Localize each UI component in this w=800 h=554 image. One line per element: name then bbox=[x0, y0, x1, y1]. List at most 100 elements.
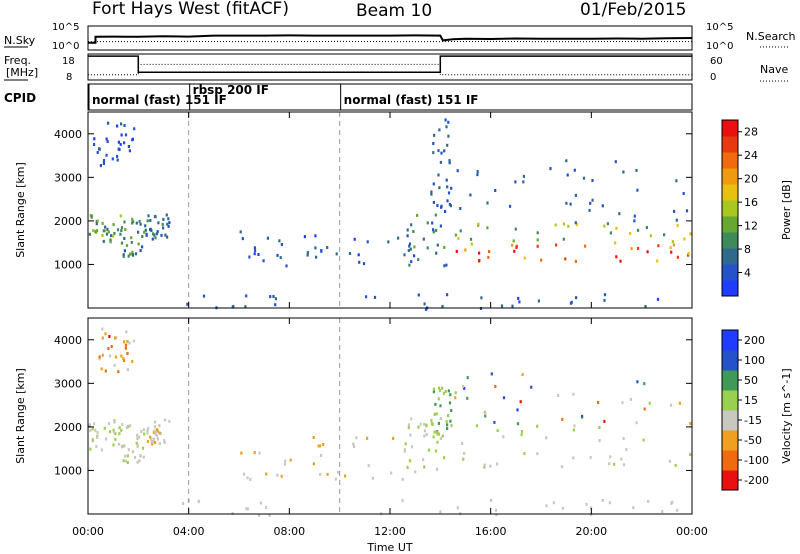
data-cell bbox=[132, 339, 136, 343]
cpid-label: CPID bbox=[4, 91, 36, 105]
data-cell bbox=[454, 233, 457, 237]
data-cell bbox=[139, 454, 142, 458]
data-cell bbox=[518, 300, 521, 304]
data-cell bbox=[95, 220, 98, 223]
data-cell bbox=[348, 252, 352, 255]
data-cell bbox=[240, 451, 243, 455]
data-cell bbox=[603, 419, 606, 423]
data-cell bbox=[422, 458, 425, 462]
power-colorbar-segment bbox=[722, 216, 738, 233]
data-cell bbox=[133, 127, 136, 131]
data-cell bbox=[448, 401, 452, 405]
data-cell bbox=[419, 422, 422, 426]
data-cell bbox=[412, 230, 415, 233]
data-cell bbox=[166, 222, 169, 226]
data-cell bbox=[522, 174, 525, 178]
data-cell bbox=[312, 436, 315, 439]
data-cell bbox=[108, 335, 111, 338]
power-panel-frame bbox=[87, 111, 693, 309]
noise-panel: N.Sky 10^5 10^0 10^5 10^0 N.Search bbox=[4, 22, 796, 52]
data-cell bbox=[387, 240, 390, 244]
data-cell bbox=[447, 414, 450, 417]
data-cell bbox=[449, 204, 452, 208]
data-cell bbox=[536, 424, 539, 428]
data-cell bbox=[159, 432, 162, 435]
data-cell bbox=[609, 455, 612, 459]
data-cell bbox=[151, 442, 154, 446]
data-cell bbox=[437, 397, 440, 401]
data-cell bbox=[162, 217, 165, 221]
data-cell bbox=[575, 223, 578, 226]
data-cell bbox=[123, 444, 126, 448]
x-tick-label-6: 00:00 bbox=[676, 525, 708, 538]
data-cell bbox=[101, 327, 104, 331]
data-cell bbox=[246, 507, 249, 511]
data-cell bbox=[573, 168, 576, 172]
data-cell bbox=[144, 224, 147, 228]
data-cell bbox=[289, 458, 292, 462]
data-cell bbox=[160, 233, 163, 237]
data-cell bbox=[436, 204, 439, 207]
data-cell bbox=[423, 434, 426, 438]
data-cell bbox=[454, 391, 457, 395]
data-cell bbox=[674, 463, 677, 467]
data-cell bbox=[584, 244, 587, 248]
data-cell bbox=[575, 296, 578, 300]
data-cell bbox=[432, 200, 435, 204]
data-cell bbox=[101, 221, 104, 225]
data-cell bbox=[457, 237, 460, 240]
power-colorbar-frame bbox=[721, 119, 739, 297]
velocity-colorbar-segment bbox=[722, 370, 738, 391]
data-cell bbox=[438, 186, 441, 190]
data-cell bbox=[483, 463, 486, 467]
data-cell bbox=[317, 444, 320, 448]
x-axis-label: Time UT bbox=[366, 541, 412, 554]
data-cell bbox=[500, 304, 504, 308]
data-cell bbox=[572, 428, 575, 432]
data-cell bbox=[118, 148, 121, 152]
data-cell bbox=[166, 235, 169, 239]
data-cell bbox=[433, 430, 436, 434]
data-cell bbox=[137, 230, 140, 234]
data-cell bbox=[417, 425, 420, 429]
data-cell bbox=[314, 234, 317, 238]
data-cell bbox=[123, 237, 126, 240]
data-cell bbox=[134, 252, 138, 256]
velocity-colorbar-frame bbox=[721, 329, 739, 491]
data-cell bbox=[536, 231, 539, 235]
data-cell bbox=[549, 167, 552, 171]
data-cell bbox=[536, 452, 539, 456]
data-cell bbox=[326, 472, 329, 476]
data-cell bbox=[436, 243, 439, 247]
data-cell bbox=[239, 230, 242, 234]
data-cell bbox=[127, 425, 130, 429]
cpid-mode-2: normal (fast) 151 IF bbox=[344, 93, 479, 107]
data-cell bbox=[670, 250, 673, 254]
data-cell bbox=[622, 437, 625, 441]
data-cell bbox=[454, 396, 457, 400]
data-cell bbox=[253, 246, 256, 250]
data-cell bbox=[186, 302, 189, 306]
data-cell bbox=[114, 437, 117, 441]
data-cell bbox=[136, 437, 139, 441]
data-cell bbox=[104, 229, 107, 233]
data-cell bbox=[520, 433, 523, 437]
power-ylabel: Slant Range [km] bbox=[14, 162, 27, 258]
data-cell bbox=[463, 451, 466, 455]
data-cell bbox=[138, 219, 141, 223]
data-cell bbox=[249, 477, 252, 481]
data-cell bbox=[574, 259, 577, 263]
freq-left-tick-top: 18 bbox=[62, 56, 75, 67]
data-cell bbox=[409, 247, 412, 251]
data-cell bbox=[319, 472, 322, 476]
data-cell bbox=[603, 298, 606, 302]
data-cell bbox=[406, 465, 409, 469]
data-cell bbox=[636, 380, 639, 384]
velocity-colorbar-tick-label-5: -50 bbox=[744, 434, 762, 447]
data-cell bbox=[104, 225, 107, 229]
beam-label: Beam 10 bbox=[356, 1, 432, 21]
data-cell bbox=[124, 343, 128, 347]
velocity-colorbar-segment bbox=[722, 470, 738, 491]
x-tick-label-2: 08:00 bbox=[273, 525, 305, 538]
data-cell bbox=[449, 419, 452, 423]
